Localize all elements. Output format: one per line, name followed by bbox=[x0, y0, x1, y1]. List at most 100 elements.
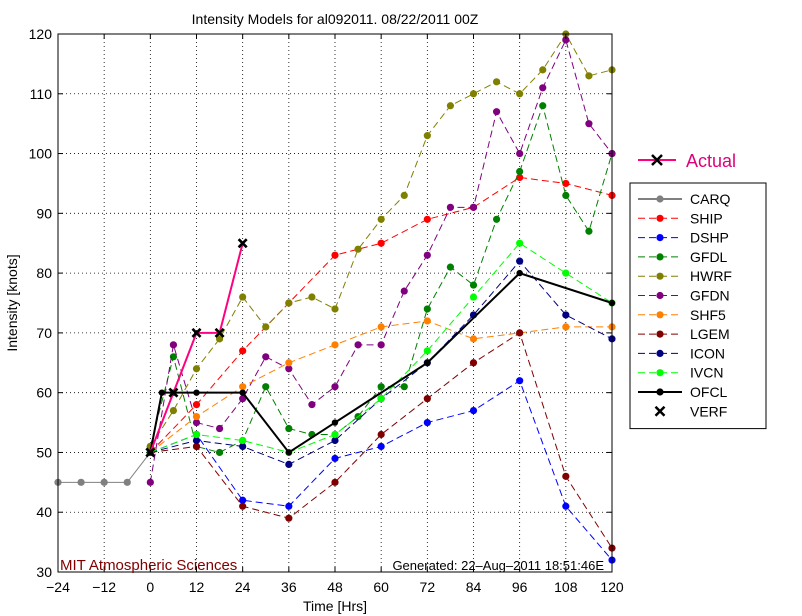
y-tick-label: 90 bbox=[36, 205, 52, 221]
legend-swatch-marker bbox=[656, 330, 664, 338]
legend-label: GFDN bbox=[690, 288, 730, 304]
point-actual bbox=[191, 328, 202, 338]
legend-item-ofcl: OFCL bbox=[638, 384, 728, 400]
point-gfdl bbox=[562, 191, 570, 199]
point-hwrf bbox=[492, 78, 501, 86]
legend-label: GFDL bbox=[690, 249, 728, 265]
point-ofcl bbox=[331, 419, 339, 426]
point-gfdn bbox=[239, 395, 247, 403]
legend-item-shf5: SHF5 bbox=[638, 307, 726, 323]
point-hwrf bbox=[423, 132, 431, 140]
actual-legend-label: Actual bbox=[686, 151, 736, 171]
point-hwrf bbox=[469, 90, 478, 98]
point-ofcl bbox=[424, 359, 431, 366]
point-hwrf bbox=[585, 72, 593, 80]
legend-swatch-marker bbox=[656, 253, 664, 261]
point-gfdn bbox=[492, 108, 501, 116]
point-icon bbox=[516, 257, 524, 265]
point-shf5 bbox=[423, 317, 431, 325]
legend-label: CARQ bbox=[690, 191, 731, 207]
point-dshp bbox=[516, 377, 524, 385]
axis-ticks: −24 −12 0 12 24 36 48 60 72 84 96 108 120 30 40 50 60 70 8… bbox=[29, 26, 624, 595]
point-ship bbox=[377, 239, 385, 247]
point-lgem bbox=[423, 395, 431, 403]
legend-swatch-marker bbox=[656, 234, 664, 242]
series-gfdn bbox=[146, 36, 616, 486]
point-gfdn bbox=[169, 341, 178, 349]
x-tick-label: 72 bbox=[420, 579, 436, 595]
legend-label: SHIP bbox=[690, 210, 723, 226]
point-actual bbox=[145, 447, 156, 458]
y-tick-label: 100 bbox=[29, 146, 53, 162]
point-carq bbox=[100, 478, 108, 486]
point-hwrf bbox=[400, 191, 408, 199]
point-icon bbox=[331, 436, 339, 445]
series-line-ofcl bbox=[149, 271, 613, 454]
point-icon bbox=[192, 436, 201, 445]
x-tick-label: 120 bbox=[600, 579, 624, 595]
point-hwrf bbox=[169, 407, 178, 415]
y-tick-label: 120 bbox=[29, 26, 53, 42]
point-hwrf bbox=[239, 293, 247, 301]
legend-swatch-marker bbox=[656, 195, 664, 203]
point-shf5 bbox=[562, 323, 570, 331]
point-ofcl bbox=[285, 449, 293, 456]
point-actual bbox=[237, 238, 248, 249]
x-tick-label: 60 bbox=[373, 579, 389, 595]
point-ship bbox=[423, 215, 431, 223]
point-gfdl bbox=[377, 383, 385, 391]
point-gfdl bbox=[400, 383, 408, 391]
point-lgem bbox=[239, 502, 247, 510]
point-ivcn bbox=[192, 430, 201, 439]
y-tick-label: 40 bbox=[36, 504, 52, 520]
point-ivcn bbox=[239, 436, 247, 445]
point-dshp bbox=[377, 442, 385, 451]
x-tick-label: 84 bbox=[466, 579, 482, 595]
point-dshp bbox=[562, 502, 570, 510]
x-tick-label: −24 bbox=[46, 579, 70, 595]
point-gfdl bbox=[169, 353, 178, 361]
series-hwrf bbox=[146, 30, 616, 451]
point-hwrf bbox=[377, 215, 385, 223]
point-hwrf bbox=[539, 66, 547, 74]
point-hwrf bbox=[285, 299, 293, 307]
series-lgem bbox=[146, 329, 616, 552]
point-lgem bbox=[516, 329, 524, 337]
x-tick-label: 0 bbox=[146, 579, 154, 595]
point-hwrf bbox=[262, 323, 270, 331]
point-ship bbox=[562, 179, 570, 188]
point-actual bbox=[214, 328, 225, 338]
point-carq bbox=[77, 478, 85, 486]
point-gfdn bbox=[400, 287, 408, 295]
legend-label: HWRF bbox=[690, 268, 732, 284]
point-actual bbox=[168, 387, 179, 398]
series-line-ship bbox=[149, 176, 613, 453]
y-tick-label: 80 bbox=[36, 265, 52, 281]
point-gfdl bbox=[492, 215, 501, 223]
point-shf5 bbox=[331, 341, 339, 349]
point-gfdn bbox=[423, 251, 431, 259]
chart-title: Intensity Models for al092011. 08/22/201… bbox=[192, 11, 479, 27]
legend-item-ship: SHIP bbox=[638, 210, 723, 226]
point-shf5 bbox=[377, 323, 385, 331]
legend-item-ivcn: IVCN bbox=[638, 365, 723, 381]
x-axis-label: Time [Hrs] bbox=[303, 598, 367, 614]
legend-item-verf: VERF bbox=[654, 403, 727, 419]
actual-legend-marker bbox=[651, 154, 663, 166]
legend-swatch-marker bbox=[656, 272, 664, 280]
point-lgem bbox=[469, 359, 478, 367]
legend-swatch-marker bbox=[656, 369, 664, 377]
point-hwrf bbox=[331, 305, 339, 313]
point-gfdl bbox=[215, 448, 224, 457]
legend-label: DSHP bbox=[690, 230, 729, 246]
legend-swatch-marker bbox=[654, 405, 666, 417]
point-gfdn bbox=[192, 418, 201, 427]
y-axis-label: Intensity [knots] bbox=[4, 254, 20, 351]
x-tick-label: −12 bbox=[92, 579, 116, 595]
point-hwrf bbox=[308, 293, 316, 301]
point-gfdn bbox=[469, 203, 478, 211]
legend-item-lgem: LGEM bbox=[638, 326, 730, 342]
point-gfdn bbox=[146, 478, 154, 486]
point-gfdl bbox=[423, 305, 431, 313]
